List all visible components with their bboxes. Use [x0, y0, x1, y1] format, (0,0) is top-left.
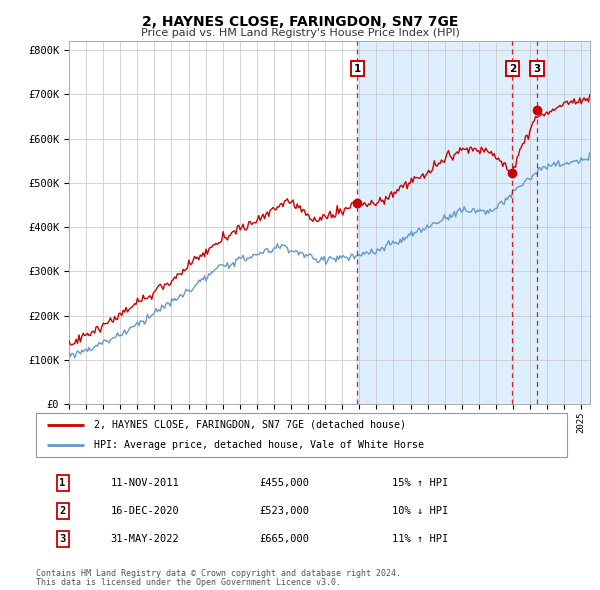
Text: 1: 1 [59, 478, 65, 488]
Text: Price paid vs. HM Land Registry's House Price Index (HPI): Price paid vs. HM Land Registry's House … [140, 28, 460, 38]
Text: Contains HM Land Registry data © Crown copyright and database right 2024.: Contains HM Land Registry data © Crown c… [36, 569, 401, 578]
Text: £523,000: £523,000 [259, 506, 309, 516]
Text: 2, HAYNES CLOSE, FARINGDON, SN7 7GE (detached house): 2, HAYNES CLOSE, FARINGDON, SN7 7GE (det… [94, 420, 406, 430]
Bar [357, 41, 600, 404]
Text: This data is licensed under the Open Government Licence v3.0.: This data is licensed under the Open Gov… [36, 578, 341, 588]
Text: 3: 3 [59, 534, 65, 544]
Text: HPI: Average price, detached house, Vale of White Horse: HPI: Average price, detached house, Vale… [94, 440, 424, 450]
Text: 1: 1 [353, 64, 361, 74]
Text: 10% ↓ HPI: 10% ↓ HPI [392, 506, 448, 516]
FancyBboxPatch shape [36, 413, 567, 457]
Text: 2: 2 [509, 64, 516, 74]
Text: 3: 3 [533, 64, 541, 74]
Text: 2, HAYNES CLOSE, FARINGDON, SN7 7GE: 2, HAYNES CLOSE, FARINGDON, SN7 7GE [142, 15, 458, 30]
Text: 11-NOV-2011: 11-NOV-2011 [110, 478, 179, 488]
Text: 11% ↑ HPI: 11% ↑ HPI [392, 534, 448, 544]
Text: £665,000: £665,000 [259, 534, 309, 544]
Text: £455,000: £455,000 [259, 478, 309, 488]
Text: 15% ↑ HPI: 15% ↑ HPI [392, 478, 448, 488]
Text: 16-DEC-2020: 16-DEC-2020 [110, 506, 179, 516]
Text: 2: 2 [59, 506, 65, 516]
Text: 31-MAY-2022: 31-MAY-2022 [110, 534, 179, 544]
